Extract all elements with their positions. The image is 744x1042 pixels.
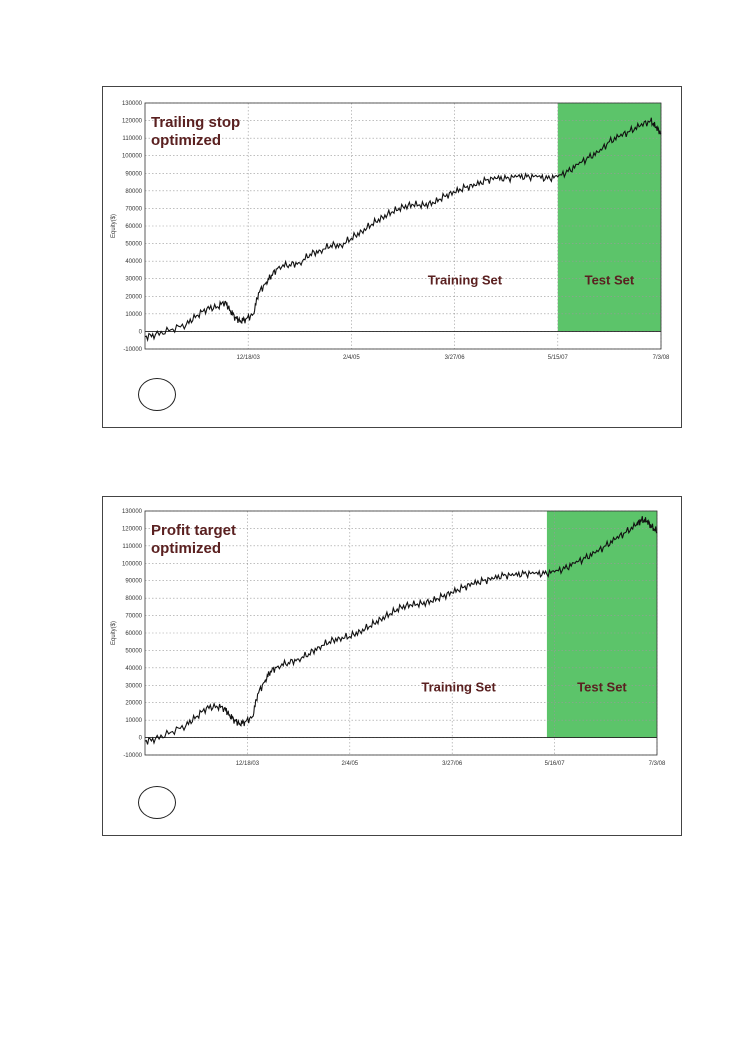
training-set-label: Training Set [428, 273, 503, 288]
plot-border [144, 510, 658, 756]
y-tick-label: 100000 [122, 561, 143, 567]
y-tick-label: 130000 [122, 101, 143, 107]
y-tick-label: 60000 [125, 631, 142, 637]
y-tick-label: 10000 [125, 718, 142, 724]
x-tick-label: 12/18/03 [237, 355, 261, 361]
y-tick-label: 50000 [125, 648, 142, 654]
y-tick-label: 0 [139, 329, 143, 335]
chart-title-line: Profit target [151, 522, 236, 539]
y-tick-label: 70000 [125, 614, 142, 620]
y-tick-label: 130000 [122, 509, 143, 515]
y-tick-label: 80000 [125, 596, 142, 602]
x-tick-label: 7/3/08 [649, 761, 666, 767]
circle-label-marker [138, 786, 176, 819]
x-tick-label: 2/4/05 [343, 355, 360, 361]
x-tick-label: 3/27/06 [442, 761, 463, 767]
training-set-label: Training Set [421, 679, 496, 694]
y-tick-label: 0 [139, 736, 143, 742]
chart-title-line: optimized [151, 540, 221, 557]
equity-chart-trailing-stop: -10000 0 10000 20000 30000 40000 50000 60000 700… [111, 101, 670, 361]
y-tick-label: 50000 [125, 242, 142, 248]
y-axis-label: Equity($) [111, 214, 117, 238]
y-tick-label: 60000 [125, 224, 142, 230]
equity-chart-profit-target: -10000 0 10000 20000 30000 40000 50000 60000 700… [111, 509, 666, 767]
y-tick-label: 120000 [122, 119, 143, 125]
circle-label-marker [138, 378, 176, 411]
y-tick-label: -10000 [123, 753, 142, 759]
chart-title-line: optimized [151, 132, 221, 149]
test-set-region [557, 103, 661, 332]
y-tick-label: 110000 [122, 544, 142, 550]
y-tick-label: 80000 [125, 189, 142, 195]
y-tick-label: 40000 [125, 259, 142, 265]
y-tick-label: 20000 [125, 294, 142, 300]
chart-panel-profit-target: -10000 0 10000 20000 30000 40000 50000 60000 700… [102, 496, 682, 836]
x-tick-label: 5/15/07 [548, 355, 569, 361]
y-tick-label: 30000 [125, 683, 142, 689]
equity-line [144, 516, 658, 745]
test-set-region [546, 511, 657, 738]
x-tick-label: 2/4/05 [341, 761, 358, 767]
y-tick-label: 90000 [125, 171, 142, 177]
y-tick-label: 90000 [125, 579, 142, 585]
y-tick-label: 120000 [122, 526, 143, 532]
plot-border [144, 102, 662, 350]
test-set-label: Test Set [585, 273, 635, 288]
test-set-label: Test Set [577, 679, 627, 694]
y-tick-label: 10000 [125, 312, 142, 318]
y-tick-label: 100000 [122, 154, 143, 160]
x-tick-label: 3/27/06 [445, 355, 466, 361]
chart-title-line: Trailing stop [151, 114, 240, 131]
equity-line [144, 117, 662, 343]
y-axis-label: Equity($) [111, 621, 117, 645]
y-tick-label: 110000 [122, 136, 142, 142]
y-tick-label: -10000 [123, 347, 142, 353]
y-tick-label: 40000 [125, 666, 142, 672]
y-tick-label: 30000 [125, 277, 142, 283]
y-tick-label: 70000 [125, 206, 142, 212]
chart-panel-trailing-stop: -10000 0 10000 20000 30000 40000 50000 60000 700… [102, 86, 682, 428]
y-tick-label: 20000 [125, 701, 142, 707]
x-tick-label: 5/16/07 [545, 761, 566, 767]
x-tick-label: 12/18/03 [236, 761, 260, 767]
x-tick-label: 7/3/08 [653, 355, 670, 361]
